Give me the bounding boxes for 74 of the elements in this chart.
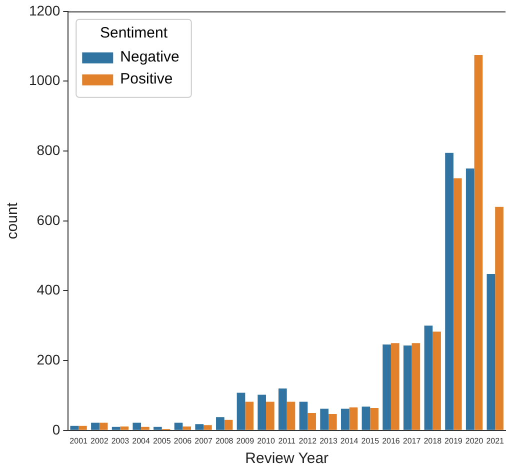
bar	[362, 406, 370, 430]
x-tick-label: 2004	[132, 436, 150, 446]
bar	[466, 168, 474, 430]
x-tick-label: 2002	[90, 436, 109, 446]
bar	[432, 332, 441, 430]
bar	[132, 422, 142, 430]
bar	[245, 402, 254, 430]
x-tick-label: 2015	[361, 436, 380, 446]
bar	[70, 426, 79, 430]
x-tick-label: 2010	[257, 436, 276, 446]
x-tick-label: 2019	[444, 436, 463, 446]
bar	[308, 412, 316, 430]
x-tick-label: 2006	[174, 436, 192, 446]
x-tick-label: 2011	[278, 436, 296, 446]
bar	[328, 414, 337, 430]
bar	[286, 402, 296, 430]
y-tick-label: 600	[36, 212, 60, 228]
bar	[78, 426, 87, 430]
bar	[236, 392, 246, 430]
bar	[204, 425, 212, 430]
bar	[486, 274, 496, 430]
bar	[453, 178, 462, 430]
y-tick-label: 1200	[28, 2, 60, 18]
bar	[370, 408, 378, 430]
x-tick-label: 2009	[236, 436, 255, 446]
legend-title: Sentiment	[100, 24, 168, 42]
y-tick-label: 1000	[28, 72, 60, 88]
bar	[495, 206, 504, 430]
bar	[266, 402, 274, 430]
y-axis-title: count	[4, 202, 22, 240]
x-axis-title: Review Year	[245, 450, 329, 468]
bar	[182, 426, 192, 430]
y-tick-label: 0	[52, 421, 60, 438]
bar	[412, 343, 420, 430]
bar	[474, 55, 483, 430]
bar	[154, 426, 162, 430]
bar	[278, 388, 287, 430]
bar	[320, 408, 328, 430]
bar	[195, 424, 204, 430]
bar	[445, 152, 454, 430]
x-tick-label: 2017	[402, 436, 422, 446]
x-tick-label: 2005	[152, 436, 172, 446]
x-tick-label: 2013	[320, 436, 338, 446]
bar	[382, 344, 391, 430]
x-tick-label: 2003	[111, 436, 130, 446]
y-tick-label: 200	[36, 351, 60, 368]
bar	[340, 408, 350, 430]
x-tick-label: 2001	[70, 436, 88, 446]
x-tick-label: 2021	[486, 436, 505, 446]
bar	[224, 420, 233, 430]
bar	[258, 394, 266, 430]
x-tick-label: 2018	[424, 436, 442, 446]
x-tick-label: 2007	[194, 436, 213, 446]
x-tick-label: 2020	[465, 436, 484, 446]
bar	[141, 426, 150, 430]
legend-label: Positive	[120, 70, 173, 88]
bar	[349, 407, 358, 430]
bar	[390, 343, 400, 430]
bar	[424, 326, 433, 430]
bar	[403, 346, 412, 430]
bar	[174, 422, 183, 430]
x-tick-label: 2008	[215, 436, 234, 446]
bar	[120, 426, 129, 430]
x-tick-label: 2012	[298, 436, 318, 446]
bar	[99, 422, 108, 430]
bar	[299, 402, 308, 430]
x-tick-label: 2016	[382, 436, 400, 446]
y-tick-label: 800	[36, 142, 60, 158]
legend-label: Negative	[120, 48, 180, 66]
bar	[91, 422, 100, 430]
y-tick-label: 400	[36, 282, 60, 298]
bar	[216, 417, 224, 430]
bar	[112, 426, 120, 430]
x-tick-label: 2014	[340, 436, 359, 446]
